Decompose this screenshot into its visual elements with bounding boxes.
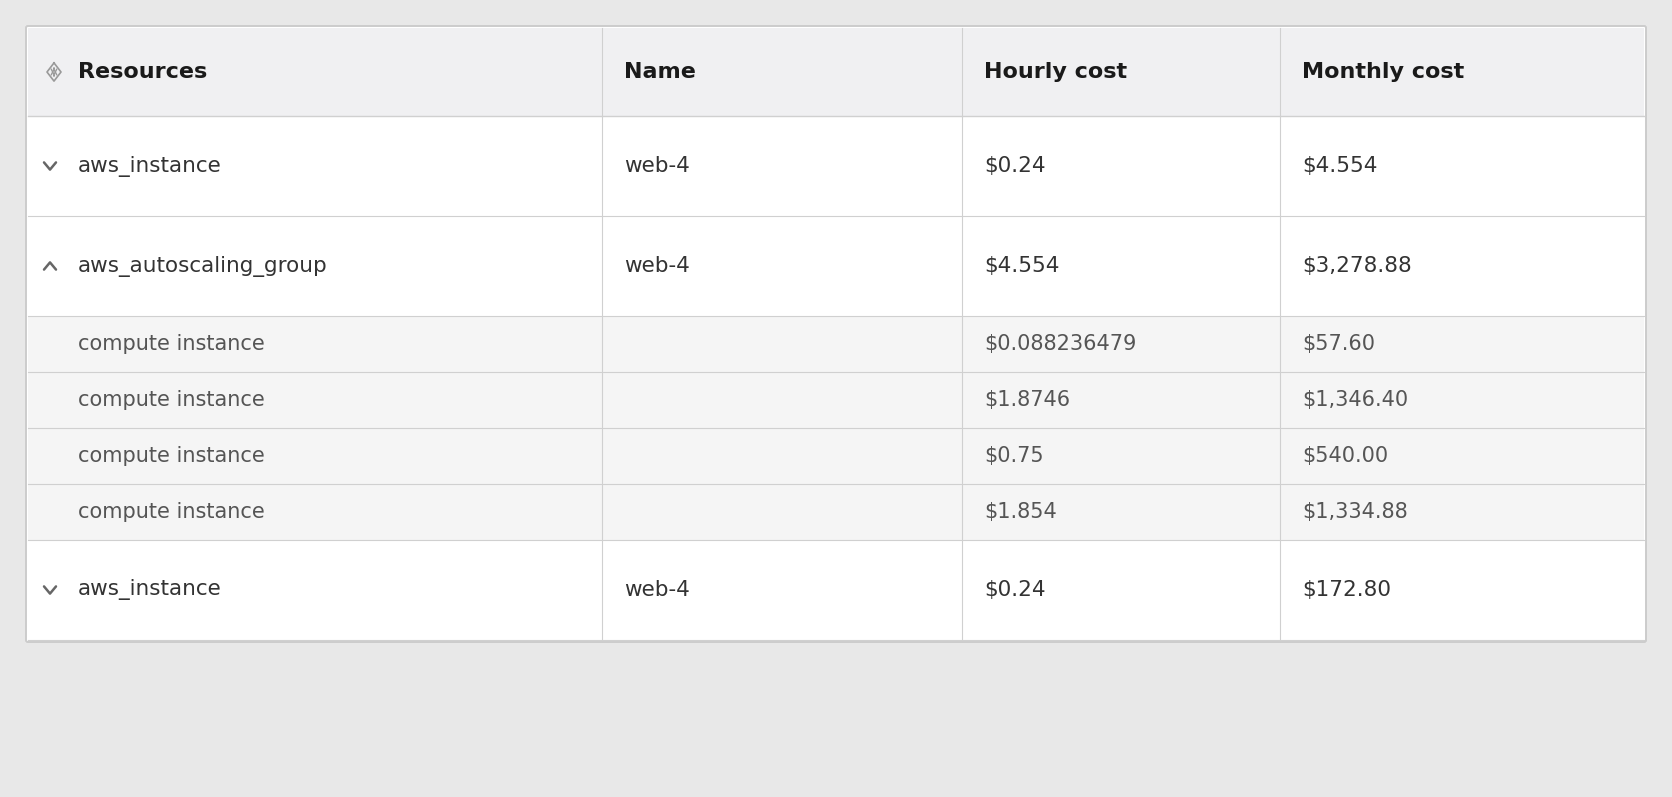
Text: compute instance: compute instance bbox=[79, 390, 264, 410]
Text: $4.554: $4.554 bbox=[985, 256, 1060, 276]
Text: $540.00: $540.00 bbox=[1302, 446, 1388, 466]
Text: $0.75: $0.75 bbox=[985, 446, 1043, 466]
Text: web-4: web-4 bbox=[624, 156, 689, 176]
Text: $3,278.88: $3,278.88 bbox=[1302, 256, 1413, 276]
Text: $0.24: $0.24 bbox=[985, 580, 1045, 600]
Text: $172.80: $172.80 bbox=[1302, 580, 1391, 600]
Text: $0.088236479: $0.088236479 bbox=[985, 334, 1137, 354]
Text: $0.24: $0.24 bbox=[985, 156, 1045, 176]
Text: aws_autoscaling_group: aws_autoscaling_group bbox=[79, 256, 328, 277]
Text: aws_instance: aws_instance bbox=[79, 155, 222, 176]
Text: $1,334.88: $1,334.88 bbox=[1302, 502, 1408, 522]
Bar bbox=[28, 372, 1644, 428]
Text: $4.554: $4.554 bbox=[1302, 156, 1378, 176]
Bar bbox=[28, 28, 1644, 116]
Text: compute instance: compute instance bbox=[79, 334, 264, 354]
FancyBboxPatch shape bbox=[27, 26, 1645, 642]
Bar bbox=[28, 484, 1644, 540]
Text: Hourly cost: Hourly cost bbox=[985, 62, 1127, 82]
Text: Resources: Resources bbox=[79, 62, 207, 82]
Text: Monthly cost: Monthly cost bbox=[1302, 62, 1465, 82]
Text: $1.8746: $1.8746 bbox=[985, 390, 1070, 410]
Text: web-4: web-4 bbox=[624, 256, 689, 276]
Text: compute instance: compute instance bbox=[79, 502, 264, 522]
Text: web-4: web-4 bbox=[624, 580, 689, 600]
Text: $1,346.40: $1,346.40 bbox=[1302, 390, 1408, 410]
Bar bbox=[28, 316, 1644, 372]
Text: Name: Name bbox=[624, 62, 696, 82]
Text: $57.60: $57.60 bbox=[1302, 334, 1376, 354]
Text: $1.854: $1.854 bbox=[985, 502, 1057, 522]
Text: compute instance: compute instance bbox=[79, 446, 264, 466]
Text: aws_instance: aws_instance bbox=[79, 579, 222, 600]
Bar bbox=[28, 428, 1644, 484]
